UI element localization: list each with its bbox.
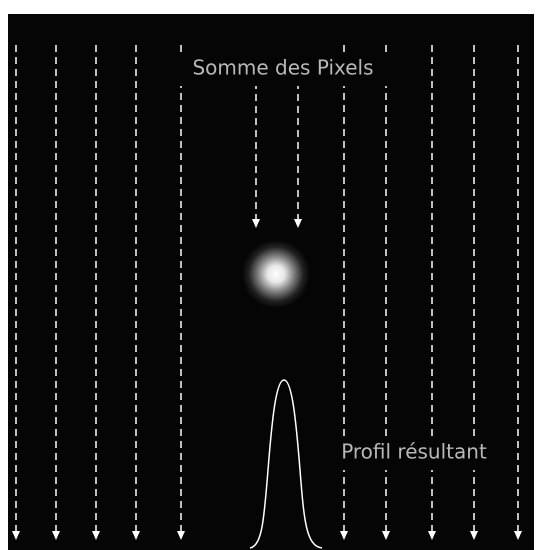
- title: Somme des Pixels: [192, 56, 373, 80]
- profile-label: Profil résultant: [341, 440, 487, 464]
- star: [242, 240, 310, 308]
- diagram: Somme des Pixels Profil résultant: [0, 0, 542, 550]
